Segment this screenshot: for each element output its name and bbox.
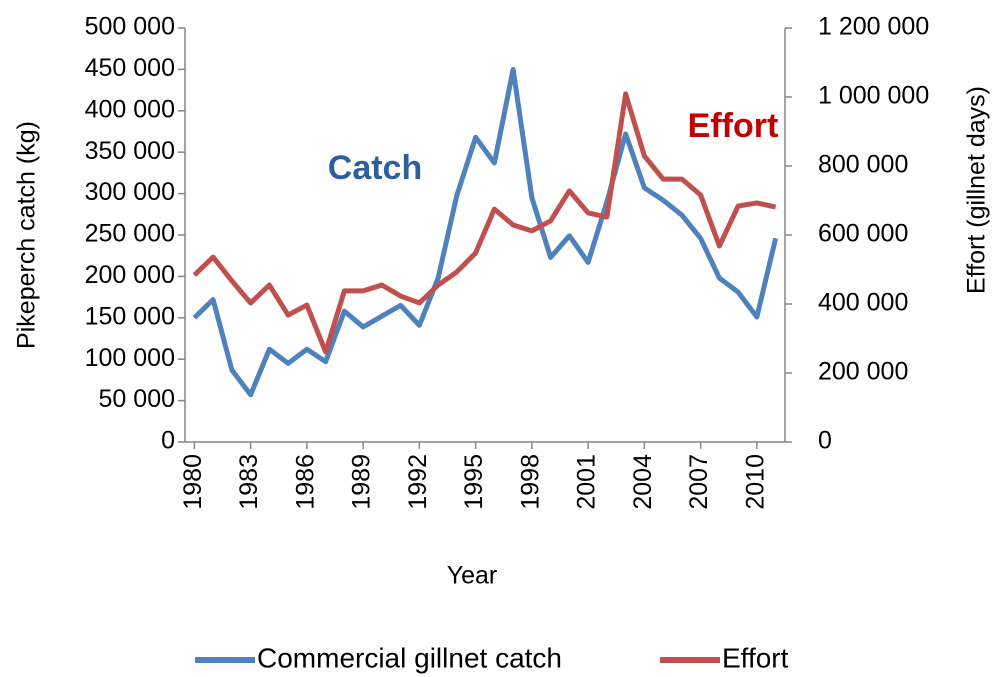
y2-tick-label: 200 000 bbox=[818, 358, 908, 386]
x-tick-label: 1980 bbox=[179, 454, 207, 510]
x-tick-label: 2004 bbox=[629, 454, 657, 510]
y2-tick-label: 600 000 bbox=[818, 220, 908, 248]
legend-label: Commercial gillnet catch bbox=[257, 642, 562, 673]
y-tick-label: 100 000 bbox=[85, 344, 175, 372]
y-tick-label: 400 000 bbox=[85, 95, 175, 123]
y-tick-label: 350 000 bbox=[85, 137, 175, 165]
y-tick-label: 450 000 bbox=[85, 54, 175, 82]
x-tick-label: 1989 bbox=[348, 454, 376, 510]
series-line bbox=[192, 66, 779, 398]
y-tick-label: 300 000 bbox=[85, 178, 175, 206]
y2-tick-label: 1 200 000 bbox=[818, 13, 929, 41]
x-tick-label: 1998 bbox=[516, 454, 544, 510]
y2-axis-label: Effort (gillnet days) bbox=[963, 86, 991, 294]
annotation: Catch bbox=[328, 149, 422, 187]
series-line bbox=[192, 91, 777, 355]
y-tick-label: 50 000 bbox=[99, 385, 175, 413]
annotation: Effort bbox=[688, 107, 779, 145]
x-tick-label: 1992 bbox=[404, 454, 432, 510]
y2-tick-label: 0 bbox=[818, 427, 832, 455]
y2-tick-label: 1 000 000 bbox=[818, 82, 929, 110]
y-tick-label: 150 000 bbox=[85, 302, 175, 330]
x-axis-label: Year bbox=[447, 562, 498, 590]
y2-tick-label: 400 000 bbox=[818, 289, 908, 317]
x-tick-label: 1983 bbox=[235, 454, 263, 510]
legend-label: Effort bbox=[722, 642, 789, 673]
y-tick-label: 0 bbox=[161, 427, 175, 455]
y-axis-label: Pikeperch catch (kg) bbox=[13, 121, 41, 349]
y-tick-label: 500 000 bbox=[85, 13, 175, 41]
x-tick-label: 1986 bbox=[291, 454, 319, 510]
y-tick-label: 250 000 bbox=[85, 220, 175, 248]
x-tick-label: 2007 bbox=[685, 454, 713, 510]
x-tick-label: 1995 bbox=[460, 454, 488, 510]
y2-tick-label: 800 000 bbox=[818, 151, 908, 179]
x-tick-label: 2010 bbox=[741, 454, 769, 510]
x-tick-label: 2001 bbox=[573, 454, 601, 510]
y-tick-label: 200 000 bbox=[85, 261, 175, 289]
